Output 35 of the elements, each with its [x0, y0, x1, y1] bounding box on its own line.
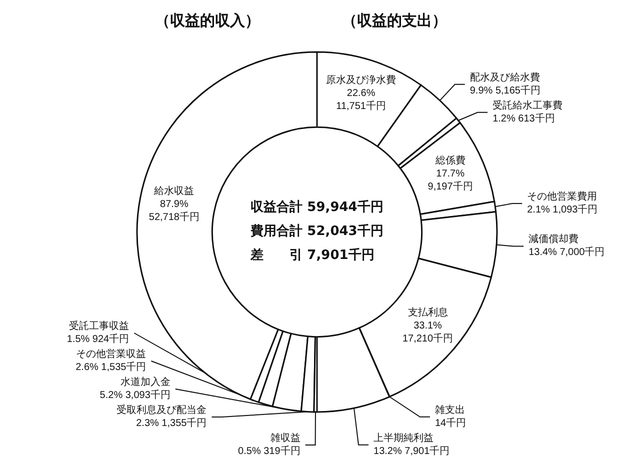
slice-label: 総係費 — [434, 154, 466, 166]
slice-label: 原水及び浄水費 — [326, 74, 396, 86]
data-label: 13.4% 7,000千円 — [528, 246, 605, 258]
data-label: 2.3% 1,355千円 — [136, 417, 207, 429]
data-label: 1.2% 613千円 — [492, 112, 555, 124]
slice-label: 受託給水工事費 — [492, 99, 563, 112]
slice-label: 受取利息及び配当金 — [116, 404, 207, 416]
slice-label: 減価償却費 — [528, 233, 579, 246]
slice-label: 受託工事収益 — [69, 320, 130, 332]
text: 費用合計 52,043千円 — [250, 222, 384, 241]
data-label: 1.5% 924千円 — [66, 333, 130, 345]
slice-label: その他営業費用 — [527, 190, 598, 203]
slice-label: 支払利息 — [408, 306, 448, 319]
chart-title: （収益的支出） — [342, 12, 447, 30]
data-label: 13.2% 7,901千円 — [374, 444, 450, 457]
data-label: 9.9% 5,165千円 — [470, 84, 540, 96]
chart-title: （収益的収入） — [155, 12, 260, 30]
slice-label: 給水収益 — [153, 185, 194, 198]
data-label: 2.1% 1,093千円 — [527, 204, 598, 216]
data-label: 87.9% 52,718千円 — [148, 199, 200, 224]
data-label: 17.7% 9,197千円 — [428, 168, 473, 192]
data-label: 22.6% 11,751千円 — [336, 88, 386, 112]
data-label: 33.1% 17,210千円 — [402, 320, 454, 345]
text: 収益合計 59,944千円 — [250, 198, 384, 217]
data-label: 5.2% 3,093千円 — [100, 389, 170, 401]
data-label: 0.5% 319千円 — [238, 445, 300, 457]
slice-label: その他営業収益 — [76, 348, 146, 360]
text: 差 引 7,901千円 — [250, 246, 376, 265]
data-label: 2.6% 1,535千円 — [76, 361, 146, 373]
data-label: 14千円 — [434, 416, 466, 429]
slice-label: 水道加入金 — [120, 376, 170, 388]
slice-label: 配水及び給水費 — [470, 71, 540, 84]
slice-label: 雑支出 — [434, 404, 465, 416]
slice-label: 雑収益 — [270, 432, 300, 444]
slice-label: 上半期純利益 — [374, 432, 434, 444]
